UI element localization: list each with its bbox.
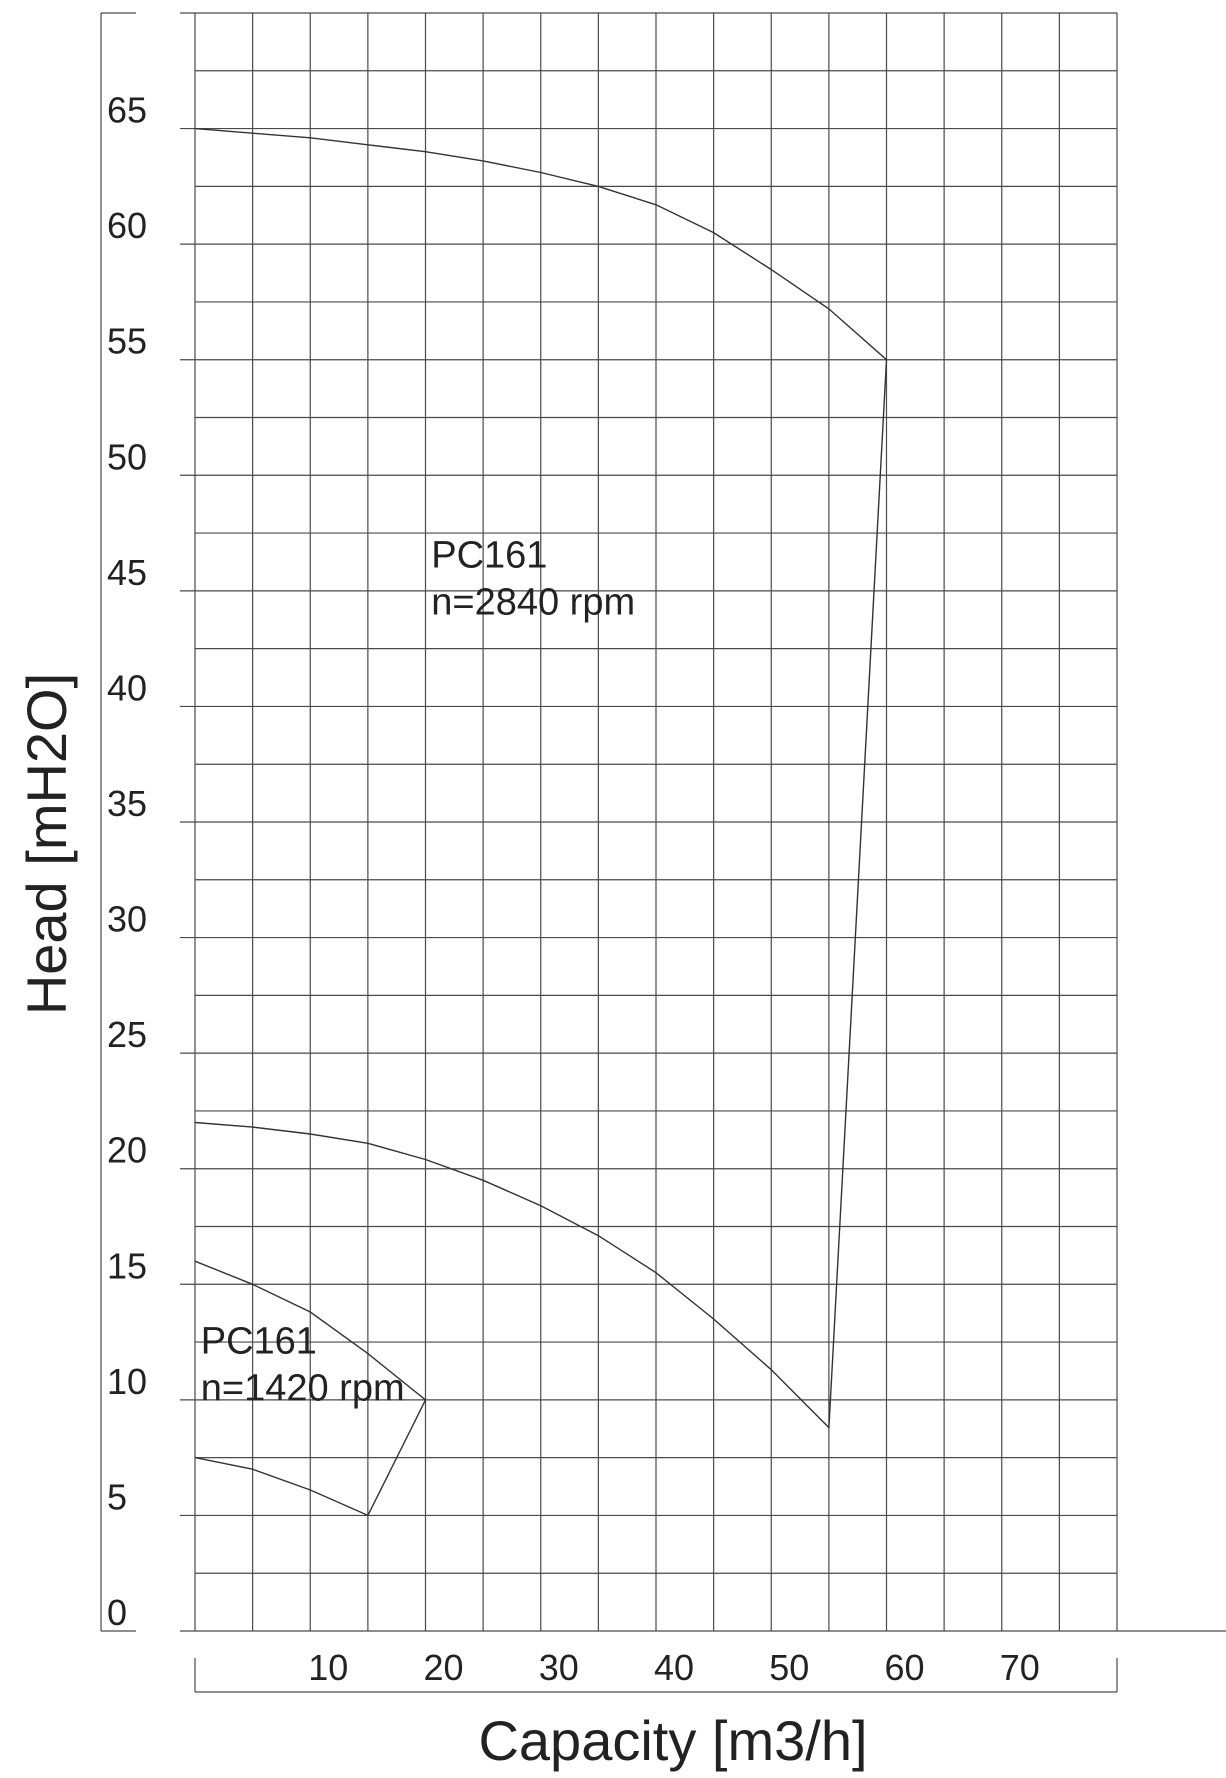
annotation-1-line-1: PC161 [431,535,547,577]
annotation-2-line-1: PC161 [201,1321,317,1363]
y-tick-label: 0 [107,1592,127,1633]
y-tick-label: 55 [107,321,147,362]
y-tick-label: 60 [107,205,147,246]
y-tick-label: 40 [107,667,147,708]
curves [194,127,888,1517]
y-tick-label: 45 [107,552,147,593]
annotations: PC161 n=2840 rpm PC161 n=1420 rpm [201,535,635,1410]
x-tick-label: 10 [308,1647,348,1688]
grid [180,12,1118,1632]
x-tick-label: 30 [539,1647,579,1688]
x-tick-labels: 10 20 30 40 50 60 70 [308,1647,1040,1688]
y-tick-label: 30 [107,899,147,940]
annotation-2-line-2: n=1420 rpm [201,1368,405,1410]
y-tick-label: 5 [107,1476,127,1517]
y-tick-label: 20 [107,1130,147,1171]
y-tick-label: 15 [107,1245,147,1286]
annotation-1-line-2: n=2840 rpm [431,582,635,624]
x-tick-label: 40 [654,1647,694,1688]
x-tick-label: 60 [884,1647,924,1688]
x-tick-label: 70 [1000,1647,1040,1688]
y-tick-label: 25 [107,1014,147,1055]
axis-frame [100,12,1226,1693]
y-tick-label: 50 [107,436,147,477]
x-tick-label: 20 [423,1647,463,1688]
series-line-2 [194,1260,427,1517]
x-tick-label: 50 [769,1647,809,1688]
y-tick-label: 65 [107,90,147,131]
y-axis-title: Head [mH2O] [15,673,78,1015]
series-line-1 [194,127,888,1430]
y-tick-labels: 0 5 10 15 20 25 30 35 40 45 50 55 60 65 [107,90,147,1633]
y-tick-label: 35 [107,783,147,824]
x-axis-title: Capacity [m3/h] [478,1709,867,1772]
y-tick-label: 10 [107,1361,147,1402]
